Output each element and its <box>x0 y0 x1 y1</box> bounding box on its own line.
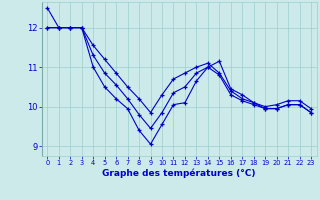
X-axis label: Graphe des températures (°C): Graphe des températures (°C) <box>102 169 256 178</box>
